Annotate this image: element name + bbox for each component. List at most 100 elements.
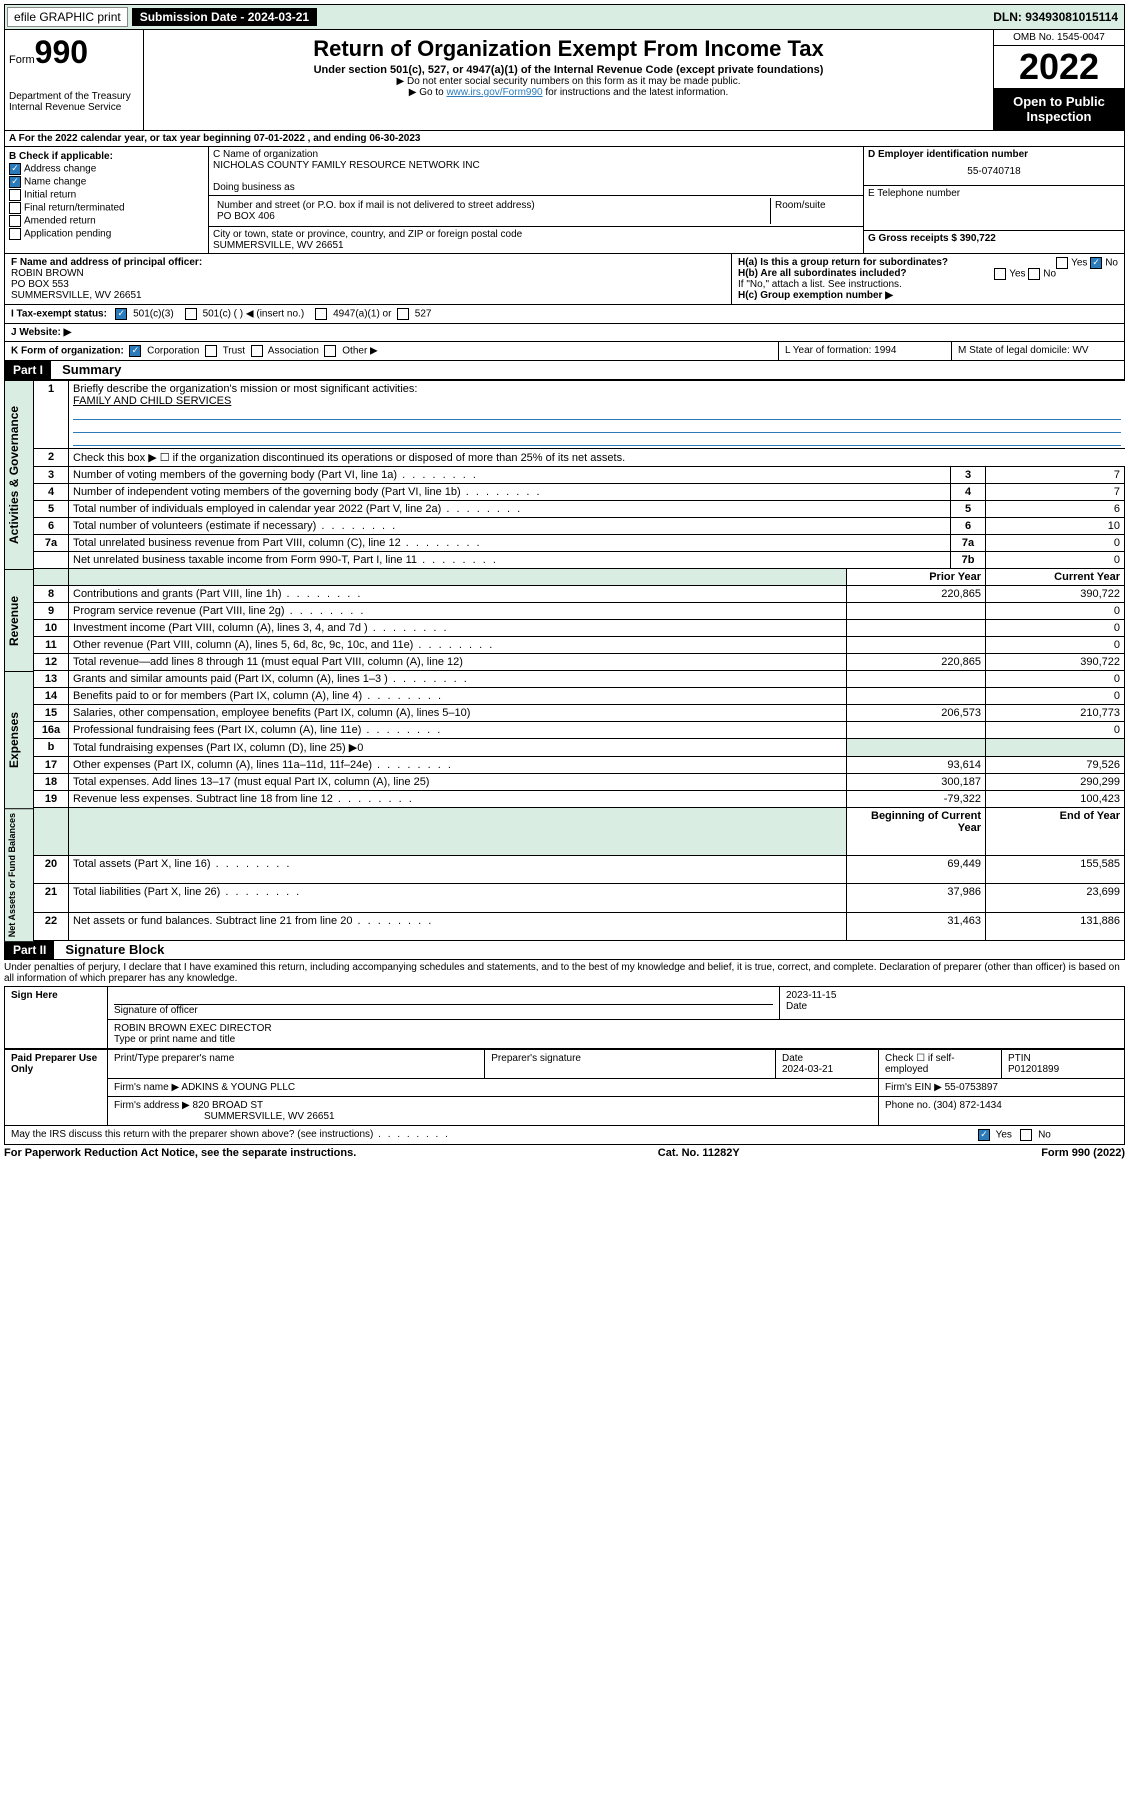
tax-year: 2022 <box>994 46 1124 88</box>
line-15: Salaries, other compensation, employee b… <box>69 705 847 722</box>
state-domicile: M State of legal domicile: WV <box>952 342 1124 360</box>
ein-label: D Employer identification number <box>868 149 1028 160</box>
sign-here-label: Sign Here <box>5 987 108 1049</box>
line-6: Total number of volunteers (estimate if … <box>69 518 951 535</box>
q1-label: Briefly describe the organization's miss… <box>73 383 417 395</box>
chk-527[interactable] <box>397 308 409 320</box>
col-end-year: End of Year <box>986 808 1125 856</box>
chk-discuss-no[interactable] <box>1020 1129 1032 1141</box>
city-value: SUMMERSVILLE, WV 26651 <box>213 240 859 251</box>
line-7a: Total unrelated business revenue from Pa… <box>69 535 951 552</box>
firm-ein: 55-0753897 <box>945 1082 998 1093</box>
city-label: City or town, state or province, country… <box>213 229 859 240</box>
q1-answer: FAMILY AND CHILD SERVICES <box>73 395 231 407</box>
line-17: Other expenses (Part IX, column (A), lin… <box>69 757 847 774</box>
officer-addr2: SUMMERSVILLE, WV 26651 <box>11 290 142 301</box>
col-current-year: Current Year <box>986 569 1125 586</box>
year-formation: L Year of formation: 1994 <box>779 342 952 360</box>
col-prior-year: Prior Year <box>847 569 986 586</box>
part-1-label: Part I <box>5 361 51 379</box>
row-k-l-m: K Form of organization: Corporation Trus… <box>4 342 1125 361</box>
chk-501c3[interactable] <box>115 308 127 320</box>
line-10: Investment income (Part VIII, column (A)… <box>69 620 847 637</box>
top-bar: efile GRAPHIC print Submission Date - 20… <box>4 4 1125 30</box>
form-header: Form990 Department of the Treasury Inter… <box>4 30 1125 131</box>
q2-label: Check this box ▶ ☐ if the organization d… <box>69 449 1125 467</box>
chk-trust[interactable] <box>205 345 217 357</box>
footer-mid: Cat. No. 11282Y <box>658 1147 740 1159</box>
line-9: Program service revenue (Part VIII, line… <box>69 603 847 620</box>
chk-association[interactable] <box>251 345 263 357</box>
irs-link[interactable]: www.irs.gov/Form990 <box>446 87 542 98</box>
chk-discuss-yes[interactable] <box>978 1129 990 1141</box>
line-19: Revenue less expenses. Subtract line 18 … <box>69 791 847 808</box>
efile-print-button[interactable]: efile GRAPHIC print <box>7 7 128 27</box>
chk-initial-return[interactable]: Initial return <box>9 189 204 201</box>
column-d-ein: D Employer identification number 55-0740… <box>863 147 1124 253</box>
prep-name-label: Print/Type preparer's name <box>108 1050 485 1079</box>
side-expenses: Expenses <box>4 671 34 808</box>
addr-value: PO BOX 406 <box>217 211 766 222</box>
line-12: Total revenue—add lines 8 through 11 (mu… <box>69 654 847 671</box>
irs-label: Internal Revenue Service <box>9 102 139 113</box>
chk-amended-return[interactable]: Amended return <box>9 215 204 227</box>
org-name: NICHOLAS COUNTY FAMILY RESOURCE NETWORK … <box>213 160 859 171</box>
page-footer: For Paperwork Reduction Act Notice, see … <box>4 1145 1125 1161</box>
open-to-public: Open to Public Inspection <box>994 88 1124 130</box>
firm-phone: (304) 872-1434 <box>933 1100 1001 1111</box>
prep-date: 2024-03-21 <box>782 1064 833 1075</box>
col-begin-year: Beginning of Current Year <box>847 808 986 856</box>
form-subtitle-2: ▶ Do not enter social security numbers o… <box>148 76 989 87</box>
part-1-bar: Part I Summary <box>4 361 1125 380</box>
part-1-title: Summary <box>54 362 121 377</box>
chk-address-change[interactable]: Address change <box>9 163 204 175</box>
line-18: Total expenses. Add lines 13–17 (must eq… <box>69 774 847 791</box>
chk-4947[interactable] <box>315 308 327 320</box>
line-4: Number of independent voting members of … <box>69 484 951 501</box>
section-net-assets: Net Assets or Fund Balances Beginning of… <box>4 808 1125 941</box>
sig-date-value: 2023-11-15 <box>786 990 1118 1001</box>
dba-label: Doing business as <box>213 182 859 193</box>
self-employed: Check ☐ if self-employed <box>879 1050 1002 1079</box>
line-16b: Total fundraising expenses (Part IX, col… <box>69 739 847 757</box>
firm-addr1: 820 BROAD ST <box>193 1100 264 1111</box>
chk-final-return[interactable]: Final return/terminated <box>9 202 204 214</box>
line-14: Benefits paid to or for members (Part IX… <box>69 688 847 705</box>
dept-label: Department of the Treasury <box>9 91 139 102</box>
omb-number: OMB No. 1545-0047 <box>994 30 1124 46</box>
form-number: Form990 <box>9 34 139 71</box>
column-c-org-info: C Name of organization NICHOLAS COUNTY F… <box>209 147 863 253</box>
gross-receipts: G Gross receipts $ 390,722 <box>868 233 996 244</box>
sig-officer-label: Signature of officer <box>114 1005 198 1016</box>
column-b-checkboxes: B Check if applicable: Address change Na… <box>5 147 209 253</box>
chk-application-pending[interactable]: Application pending <box>9 228 204 240</box>
ptin-value: P01201899 <box>1008 1064 1059 1075</box>
form-title: Return of Organization Exempt From Incom… <box>148 36 989 62</box>
chk-name-change[interactable]: Name change <box>9 176 204 188</box>
line-8: Contributions and grants (Part VIII, lin… <box>69 586 847 603</box>
officer-name-title: ROBIN BROWN EXEC DIRECTOR <box>114 1023 1118 1034</box>
sig-date-label: Date <box>786 1001 807 1012</box>
signature-block: Sign Here Signature of officer 2023-11-1… <box>4 986 1125 1049</box>
side-net-assets: Net Assets or Fund Balances <box>4 808 34 941</box>
part-2-bar: Part II Signature Block <box>4 941 1125 960</box>
h-b-note: If "No," attach a list. See instructions… <box>738 279 1118 290</box>
prep-sig-label: Preparer's signature <box>485 1050 776 1079</box>
paid-preparer-label: Paid Preparer Use Only <box>5 1050 108 1126</box>
chk-501c[interactable] <box>185 308 197 320</box>
chk-corporation[interactable] <box>129 345 141 357</box>
footer-right: Form 990 (2022) <box>1041 1147 1125 1159</box>
may-discuss-row: May the IRS discuss this return with the… <box>4 1126 1125 1145</box>
org-name-label: C Name of organization <box>213 149 859 160</box>
line-22: Net assets or fund balances. Subtract li… <box>69 912 847 940</box>
h-c: H(c) Group exemption number ▶ <box>738 290 1118 301</box>
officer-label: F Name and address of principal officer: <box>11 257 202 268</box>
room-suite-label: Room/suite <box>771 198 859 224</box>
type-name-label: Type or print name and title <box>114 1034 235 1045</box>
line-11: Other revenue (Part VIII, column (A), li… <box>69 637 847 654</box>
form-subtitle-3: ▶ Go to www.irs.gov/Form990 for instruct… <box>148 87 989 98</box>
officer-name: ROBIN BROWN <box>11 268 84 279</box>
h-b: H(b) Are all subordinates included? Yes … <box>738 268 1118 279</box>
firm-name: ADKINS & YOUNG PLLC <box>181 1082 295 1093</box>
chk-other[interactable] <box>324 345 336 357</box>
